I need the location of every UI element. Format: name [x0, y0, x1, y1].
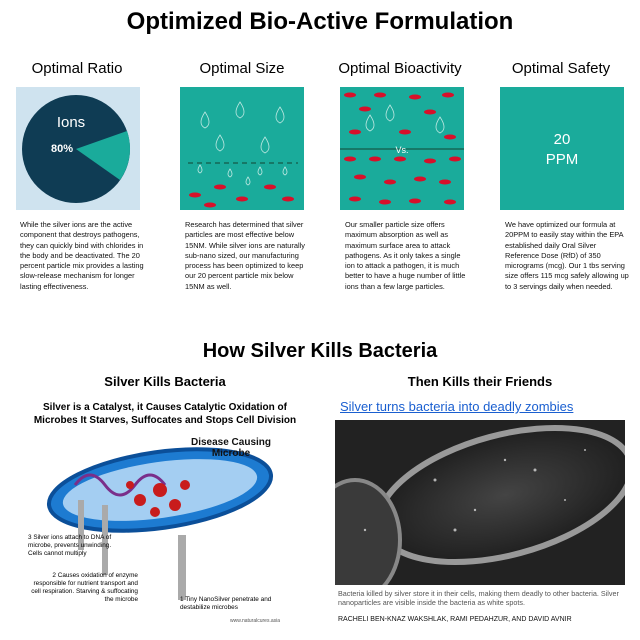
value: 20: [554, 131, 571, 148]
paragraph: While the silver ions are the active com…: [20, 220, 144, 291]
paragraph: We have optimized our formula at 20PPM t…: [505, 220, 629, 291]
value: 80%: [51, 143, 73, 155]
label: Vs.: [395, 145, 408, 155]
subtitle: Silver is a Catalyst, it Causes Catalyti…: [33, 402, 297, 426]
paragraph: Research has determined that silver part…: [185, 220, 305, 291]
heading: Optimal Bioactivity: [338, 60, 462, 77]
microbe-illustration: [46, 447, 274, 600]
unit: PPM: [546, 151, 579, 168]
heading: Optimal Safety: [511, 60, 611, 77]
subheading: Silver Kills Bacteria: [104, 374, 226, 389]
label: Disease Causing Microbe: [190, 437, 272, 459]
caption: Bacteria killed by silver store it in th…: [338, 589, 619, 607]
safety-image: 20 PPM: [500, 87, 624, 210]
section-title: How Silver Kills Bacteria: [202, 340, 438, 362]
source: www.naturalcures.asia: [230, 618, 281, 624]
title: Optimized Bio-Active Formulation: [126, 8, 514, 35]
label: Ions: [57, 114, 85, 131]
bioactivity-image: Vs.: [340, 87, 464, 210]
credit: RACHELI BEN-KNAZ WAKSHLAK, RAMI PEDAHZUR…: [338, 616, 572, 623]
heading: Optimal Size: [199, 60, 285, 77]
micrograph: [335, 420, 625, 585]
heading: Optimal Ratio: [31, 60, 123, 77]
ratio-image: Ions 80%: [16, 87, 140, 210]
link[interactable]: Silver turns bacteria into deadly zombie…: [340, 399, 574, 414]
label: 3 Silver ions attach to DNA of microbe, …: [28, 534, 112, 557]
size-image: [180, 87, 304, 210]
label: 1 Tiny NanoSilver penetrate and destabil…: [180, 596, 272, 611]
subheading: Then Kills their Friends: [407, 374, 553, 389]
label: 2 Causes oxidation of enzyme responsible…: [31, 572, 138, 603]
paragraph: Our smaller particle size offers maximum…: [345, 220, 466, 291]
